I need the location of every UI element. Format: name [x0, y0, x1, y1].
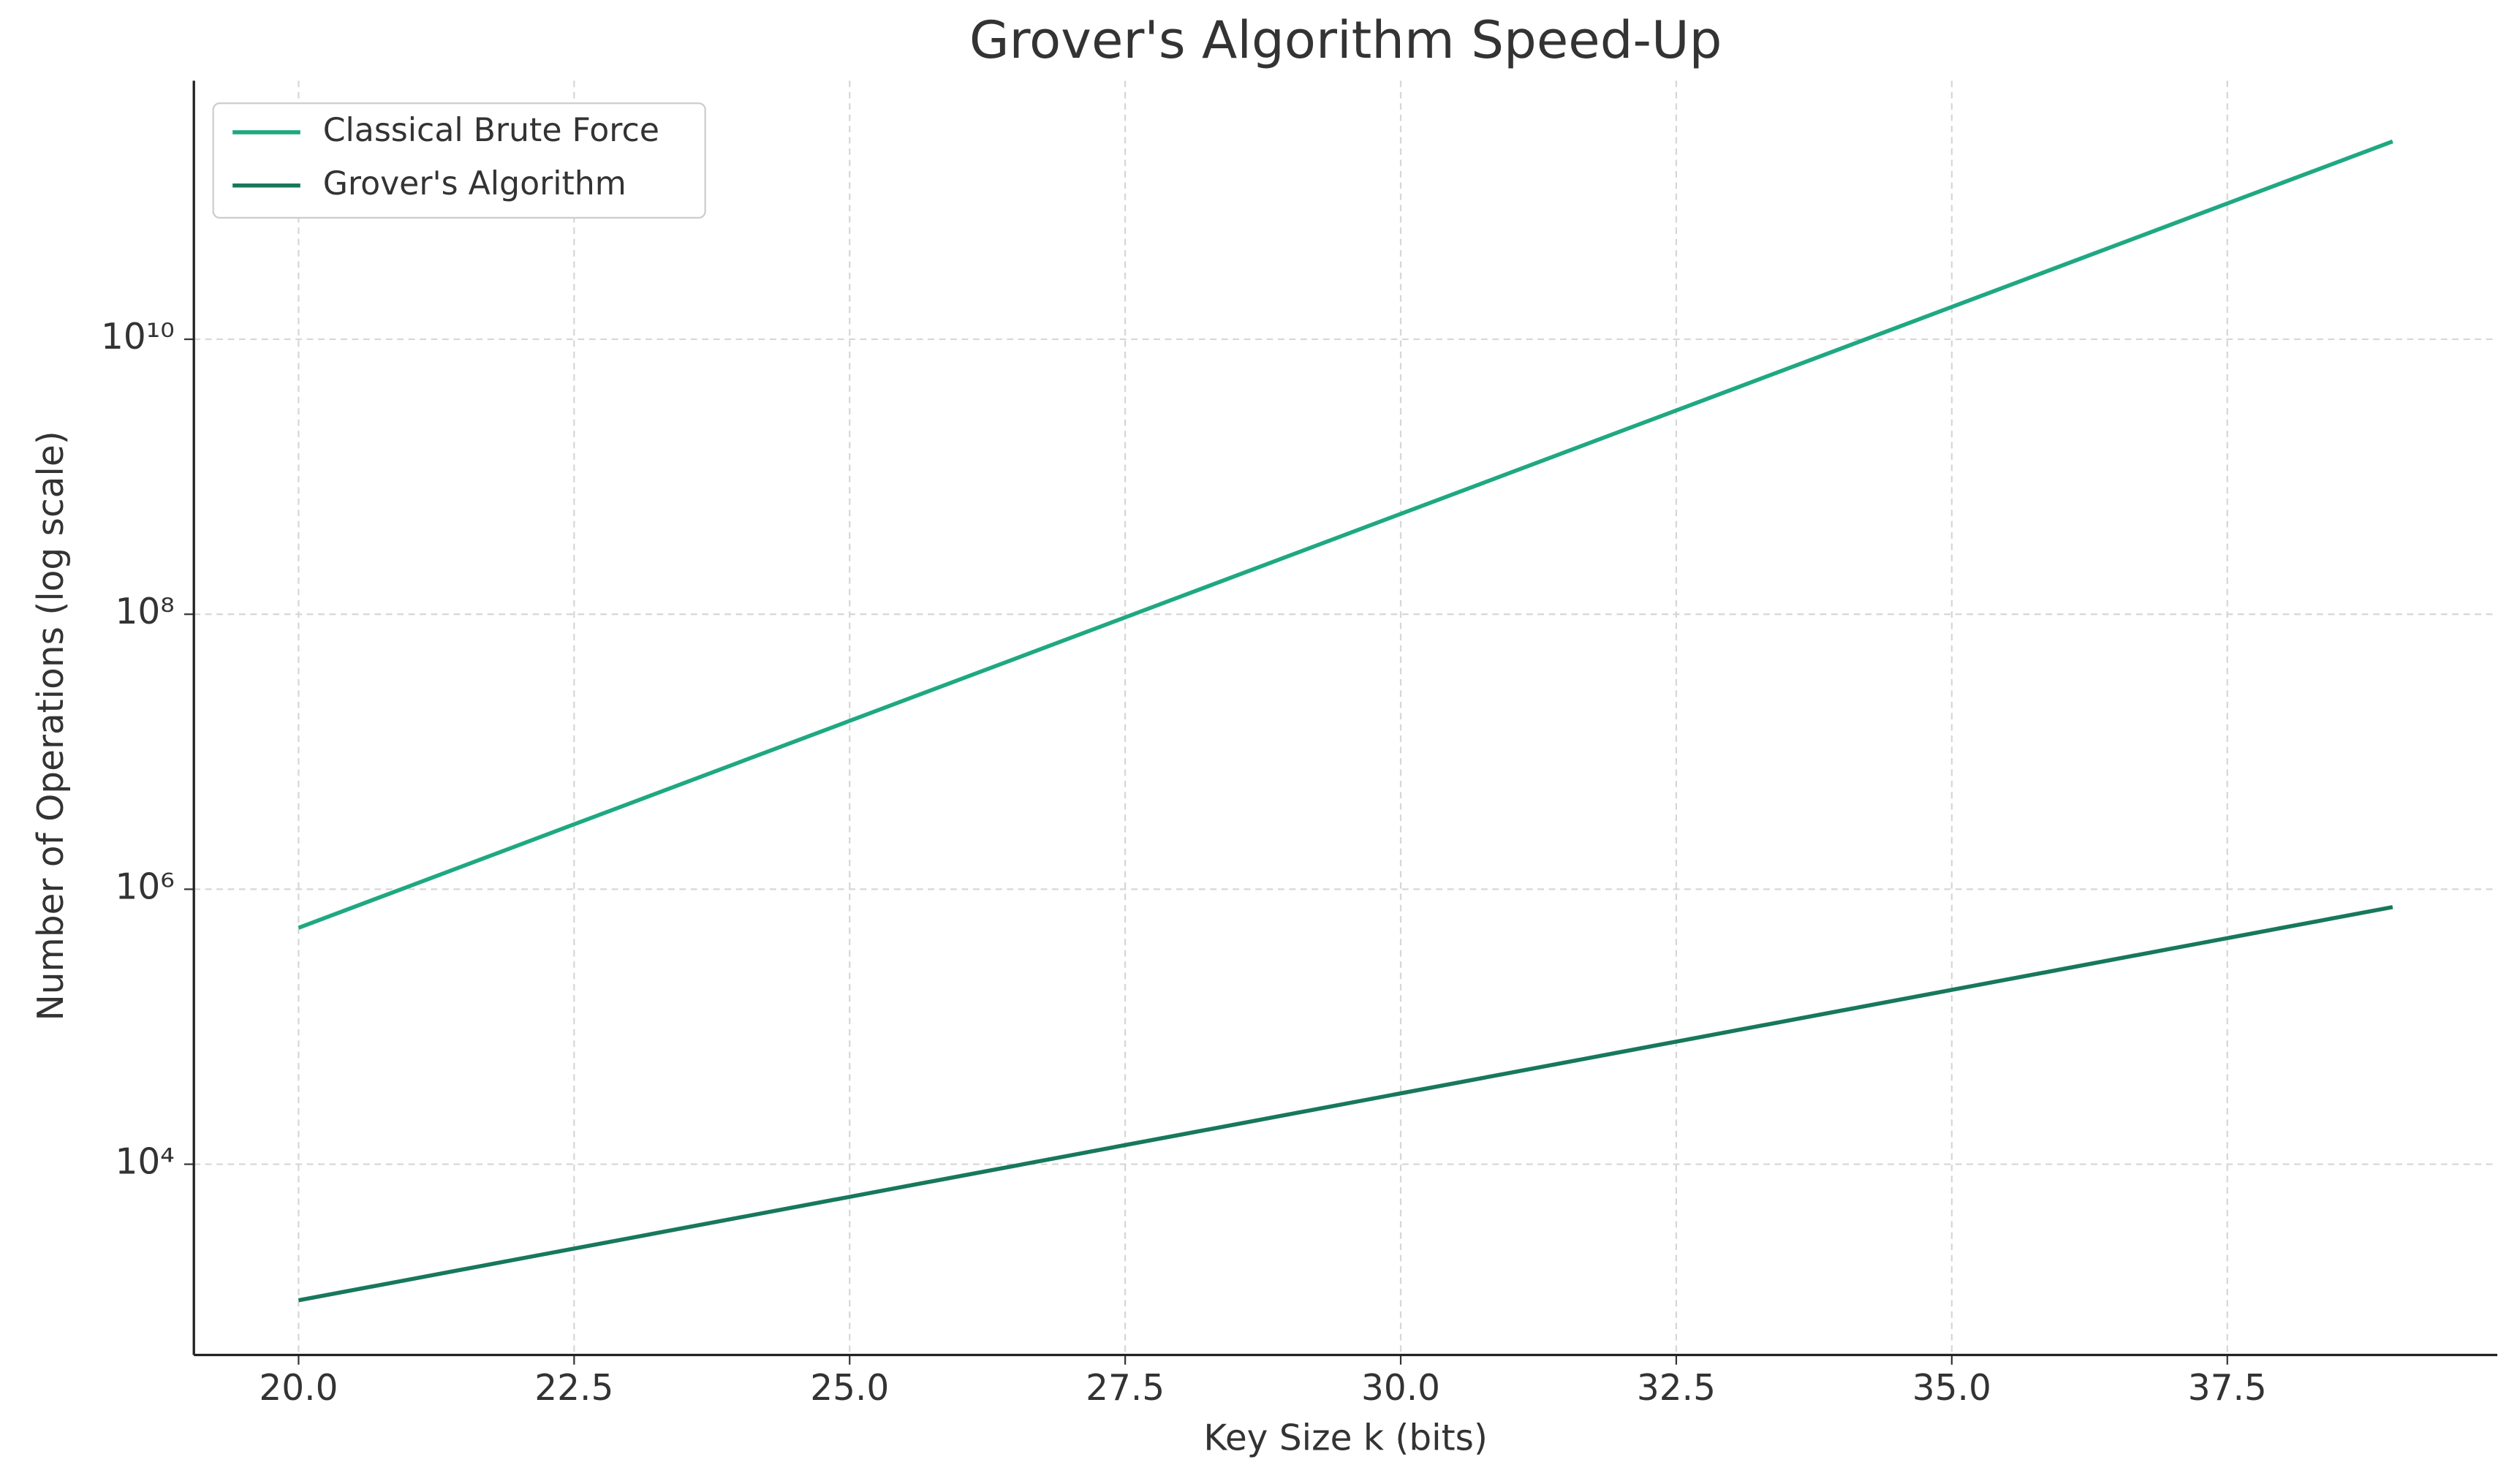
x-tick-label: 30.0	[1361, 1368, 1440, 1409]
line-series	[298, 139, 2393, 930]
x-axis-label: Key Size k (bits)	[1203, 1417, 1487, 1458]
x-tick-label: 35.0	[1912, 1368, 1991, 1409]
legend-box	[212, 102, 706, 219]
chart-title: Grover's Algorithm Speed-Up	[969, 10, 1722, 70]
x-tick-label: 27.5	[1086, 1368, 1165, 1409]
x-tick-label: 25.0	[810, 1368, 889, 1409]
y-axis-label: Number of Operations (log scale)	[31, 431, 72, 1021]
y-tick-label: 10⁸	[115, 591, 174, 632]
y-tick-label: 10¹⁰	[101, 317, 175, 357]
legend-label: Grover's Algorithm	[323, 165, 627, 202]
y-tick-label: 10⁶	[115, 866, 174, 907]
y-tick-label: 10⁴	[115, 1142, 174, 1183]
x-tick-label: 20.0	[259, 1368, 338, 1409]
line-series	[298, 905, 2393, 1303]
x-tick-label: 22.5	[534, 1368, 613, 1409]
legend-label: Classical Brute Force	[323, 112, 659, 149]
x-tick-label: 32.5	[1637, 1368, 1716, 1409]
x-tick-label: 37.5	[2188, 1368, 2267, 1409]
